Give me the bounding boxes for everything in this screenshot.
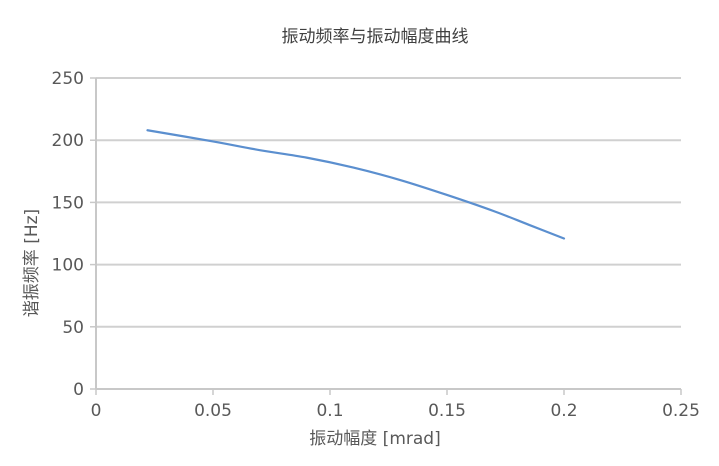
x-tick-label-1: 0.05 bbox=[194, 401, 232, 421]
y-tick-label-2: 100 bbox=[52, 256, 84, 276]
x-tick-label-4: 0.2 bbox=[550, 401, 577, 421]
x-axis-label: 振动幅度 [mrad] bbox=[309, 429, 440, 449]
tick-labels: 0 50 100 150 200 250 0 0.05 0.1 0.15 0.2 0.25 bbox=[52, 69, 700, 421]
x-tick-label-3: 0.15 bbox=[428, 401, 466, 421]
y-tick-label-3: 150 bbox=[52, 193, 84, 213]
x-tick-label-5: 0.25 bbox=[662, 401, 700, 421]
gridlines bbox=[96, 77, 681, 328]
y-axis-label: 谐振频率 [Hz] bbox=[22, 209, 42, 317]
y-tick-label-4: 200 bbox=[52, 131, 84, 151]
y-tick-label-1: 50 bbox=[62, 318, 84, 338]
axes bbox=[90, 77, 682, 395]
chart-title: 振动频率与振动幅度曲线 bbox=[282, 27, 469, 47]
y-tick-label-0: 0 bbox=[73, 380, 84, 400]
y-tick-label-5: 250 bbox=[52, 69, 84, 89]
series-layer bbox=[146, 129, 566, 240]
x-tick-label-0: 0 bbox=[91, 401, 102, 421]
series-line-0 bbox=[146, 129, 566, 240]
x-tick-label-2: 0.1 bbox=[316, 401, 343, 421]
